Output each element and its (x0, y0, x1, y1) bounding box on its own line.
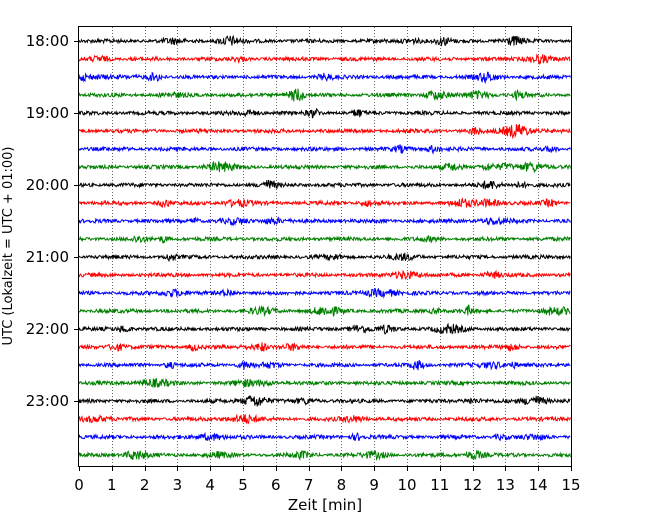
trace-11 (78, 235, 571, 244)
trace-1 (78, 53, 571, 66)
trace-14 (78, 287, 571, 299)
trace-10 (78, 216, 571, 227)
trace-9 (78, 197, 571, 209)
x-axis-label: Zeit [min] (288, 496, 362, 514)
trace-17 (78, 342, 571, 353)
trace-3 (78, 88, 571, 102)
trace-23 (78, 450, 571, 461)
trace-5 (78, 124, 571, 140)
trace-12 (78, 252, 571, 262)
y-tick-label-0: 18:00 (26, 32, 69, 50)
trace-8 (78, 179, 571, 190)
trace-7 (78, 160, 571, 174)
x-tick-label-6: 6 (271, 476, 281, 494)
x-tick-label-8: 8 (337, 476, 347, 494)
x-tick-label-2: 2 (140, 476, 150, 494)
x-tick-label-10: 10 (397, 476, 416, 494)
x-tick-label-0: 0 (74, 476, 84, 494)
trace-15 (78, 304, 571, 317)
y-axis-label: UTC (Lokalzeit = UTC + 01:00) (1, 147, 16, 346)
x-tick-label-1: 1 (107, 476, 117, 494)
x-tick-label-4: 4 (205, 476, 215, 494)
x-tick-label-14: 14 (529, 476, 548, 494)
x-tick-label-11: 11 (430, 476, 449, 494)
trace-0 (78, 34, 571, 47)
y-tick-label-4: 22:00 (26, 320, 69, 338)
x-axis: 0 1 2 3 4 5 6 7 8 9 10 11 12 13 14 15 (74, 466, 581, 494)
x-tick-label-5: 5 (238, 476, 248, 494)
trace-13 (78, 269, 571, 280)
y-tick-label-1: 19:00 (26, 104, 69, 122)
trace-4 (78, 107, 571, 119)
x-tick-label-9: 9 (369, 476, 379, 494)
grid-layer (112, 27, 539, 466)
x-tick-label-3: 3 (173, 476, 183, 494)
x-tick-label-13: 13 (496, 476, 515, 494)
trace-21 (78, 413, 571, 425)
plot-frame (78, 26, 572, 467)
trace-18 (78, 359, 571, 371)
trace-20 (78, 394, 571, 407)
y-axis: 18:00 19:00 20:00 21:00 22:00 23:00 (26, 32, 79, 410)
trace-22 (78, 431, 571, 442)
y-tick-label-3: 21:00 (26, 248, 69, 266)
x-tick-label-7: 7 (304, 476, 314, 494)
y-tick-label-5: 23:00 (26, 392, 69, 410)
trace-layer (78, 34, 571, 461)
x-tick-label-15: 15 (561, 476, 580, 494)
y-tick-label-2: 20:00 (26, 176, 69, 194)
trace-16 (78, 322, 571, 335)
trace-19 (78, 377, 571, 388)
trace-6 (78, 144, 571, 155)
trace-2 (78, 71, 571, 85)
x-tick-label-12: 12 (463, 476, 482, 494)
